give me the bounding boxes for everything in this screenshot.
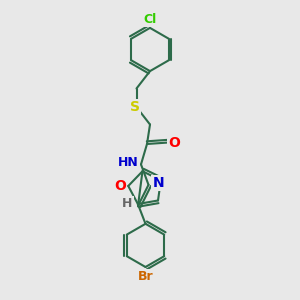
Text: N: N	[152, 176, 164, 190]
Text: HN: HN	[118, 156, 139, 170]
Text: O: O	[114, 179, 126, 193]
Text: S: S	[130, 100, 140, 114]
Text: H: H	[122, 197, 133, 210]
Text: Br: Br	[138, 269, 153, 283]
Text: O: O	[168, 136, 180, 149]
Text: Cl: Cl	[143, 13, 157, 26]
